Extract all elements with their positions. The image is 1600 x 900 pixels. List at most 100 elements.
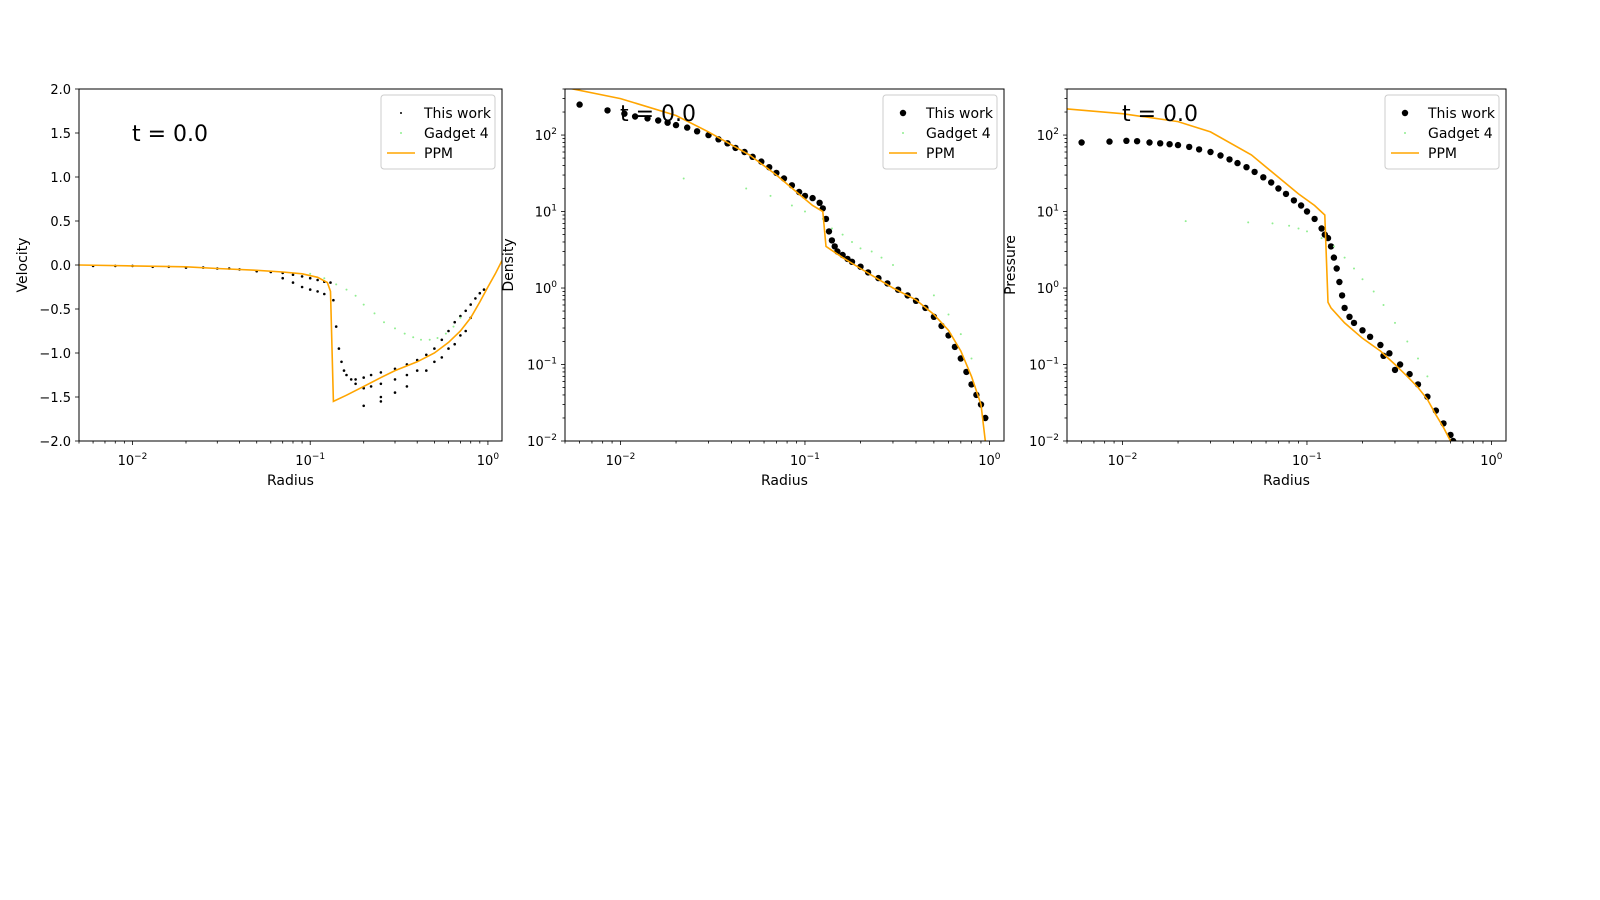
y-tick-label: −1.5 bbox=[39, 391, 71, 406]
data-point-gadget-4 bbox=[851, 241, 853, 243]
data-point-this-work bbox=[1350, 319, 1358, 327]
data-point-this-work bbox=[393, 367, 397, 371]
data-point-this-work bbox=[1275, 185, 1282, 192]
y-tick-label: 102 bbox=[535, 127, 557, 144]
legend-label-gadget-4: Gadget 4 bbox=[1428, 126, 1493, 142]
data-point-gadget-4 bbox=[354, 294, 357, 297]
plot-area bbox=[1067, 108, 1457, 441]
data-point-this-work bbox=[1359, 327, 1366, 334]
data-point-this-work bbox=[332, 298, 335, 302]
data-point-gadget-4 bbox=[362, 303, 365, 306]
data-point-this-work bbox=[631, 113, 639, 120]
data-point-this-work bbox=[621, 110, 628, 117]
data-point-this-work bbox=[816, 199, 823, 206]
data-point-this-work bbox=[447, 347, 450, 350]
data-point-gadget-4 bbox=[1353, 267, 1355, 270]
y-tick-label: 10−2 bbox=[1029, 433, 1059, 450]
data-point-gadget-4 bbox=[436, 337, 439, 339]
data-point-gadget-4 bbox=[830, 227, 833, 230]
data-point-gadget-4 bbox=[428, 338, 431, 341]
data-point-gadget-4 bbox=[959, 333, 962, 336]
data-point-this-work bbox=[982, 414, 989, 422]
data-point-this-work bbox=[300, 285, 304, 289]
x-axis-label: Radius bbox=[1263, 473, 1310, 489]
data-point-this-work bbox=[281, 276, 285, 280]
y-tick-label: 10−2 bbox=[527, 433, 557, 450]
x-tick-label: 10−1 bbox=[295, 452, 325, 469]
y-tick-label: 1.5 bbox=[50, 127, 71, 142]
data-point-this-work bbox=[1297, 202, 1305, 209]
data-point-this-work bbox=[1341, 304, 1348, 312]
legend: This work Gadget 4 PPM bbox=[1384, 94, 1500, 170]
data-point-this-work bbox=[1260, 174, 1267, 181]
legend-label-ppm: PPM bbox=[1428, 146, 1457, 162]
data-point-this-work bbox=[393, 378, 397, 381]
data-point-this-work bbox=[453, 342, 457, 346]
data-point-this-work bbox=[482, 288, 486, 291]
data-point-this-work bbox=[362, 404, 366, 408]
data-point-gadget-4 bbox=[970, 357, 973, 360]
data-point-gadget-4 bbox=[1394, 321, 1396, 324]
y-axis-label: Density bbox=[501, 238, 517, 291]
data-point-this-work bbox=[425, 369, 428, 372]
data-point-this-work bbox=[405, 373, 409, 377]
x-tick-label: 10−2 bbox=[1108, 452, 1138, 469]
y-tick-label: 10−1 bbox=[1029, 357, 1059, 374]
x-tick-label: 10−2 bbox=[118, 452, 148, 469]
y-tick-label: 0.5 bbox=[50, 215, 71, 230]
data-point-this-work bbox=[809, 194, 816, 202]
data-point-this-work bbox=[340, 360, 343, 364]
time-annotation: t = 0.0 bbox=[620, 102, 696, 127]
data-point-this-work bbox=[825, 228, 833, 235]
legend-label-gadget-4: Gadget 4 bbox=[926, 126, 991, 142]
data-point-gadget-4 bbox=[394, 327, 396, 330]
data-point-gadget-4 bbox=[841, 233, 844, 236]
data-point-gadget-4 bbox=[335, 283, 338, 286]
data-point-this-work bbox=[1106, 138, 1113, 145]
data-point-this-work bbox=[1386, 350, 1393, 357]
y-tick-label: 2.0 bbox=[50, 83, 71, 98]
data-point-this-work bbox=[334, 325, 338, 328]
data-point-gadget-4 bbox=[323, 277, 326, 280]
data-point-gadget-4 bbox=[1372, 290, 1375, 293]
data-point-gadget-4 bbox=[1320, 237, 1323, 240]
data-point-this-work bbox=[963, 368, 970, 376]
data-point-this-work bbox=[453, 320, 457, 324]
data-point-this-work bbox=[345, 373, 348, 377]
legend: This work Gadget 4 PPM bbox=[882, 94, 998, 170]
data-point-this-work bbox=[447, 329, 450, 333]
legend-label-this-work: This work bbox=[423, 106, 492, 122]
x-tick-label: 100 bbox=[978, 452, 1001, 469]
data-point-this-work bbox=[300, 275, 304, 278]
plot-area bbox=[568, 89, 989, 441]
data-point-gadget-4 bbox=[804, 210, 806, 213]
data-point-this-work bbox=[342, 369, 346, 372]
legend-box bbox=[882, 94, 998, 170]
data-point-gadget-4 bbox=[345, 288, 348, 291]
data-point-this-work bbox=[672, 121, 680, 129]
data-point-this-work bbox=[957, 355, 964, 362]
legend: This work Gadget 4 PPM bbox=[380, 94, 496, 170]
data-point-this-work bbox=[379, 400, 383, 403]
data-point-gadget-4 bbox=[1332, 245, 1335, 248]
y-tick-label: −0.5 bbox=[39, 303, 71, 318]
data-point-this-work bbox=[644, 115, 651, 122]
data-point-gadget-4 bbox=[892, 264, 894, 266]
data-point-gadget-4 bbox=[403, 332, 406, 335]
data-point-this-work bbox=[828, 237, 836, 244]
data-point-this-work bbox=[1251, 168, 1258, 176]
data-point-this-work bbox=[1282, 190, 1290, 198]
data-point-this-work bbox=[433, 347, 436, 350]
data-point-this-work bbox=[1366, 333, 1374, 340]
data-point-gadget-4 bbox=[769, 194, 772, 197]
data-point-this-work bbox=[1195, 146, 1203, 153]
y-axis-label: Pressure bbox=[1003, 235, 1019, 295]
legend-label-this-work: This work bbox=[925, 106, 994, 122]
data-point-gadget-4 bbox=[932, 294, 935, 297]
data-point-this-work bbox=[693, 128, 701, 135]
x-axis-label: Radius bbox=[761, 473, 808, 489]
x-tick-label: 100 bbox=[1480, 452, 1503, 469]
chart-panel-velocity: 10−2 10−1 100 −2.0 −1.5 −1.0 −0.5 0.0 0.5 1.0 1.5 2… bbox=[15, 83, 503, 489]
